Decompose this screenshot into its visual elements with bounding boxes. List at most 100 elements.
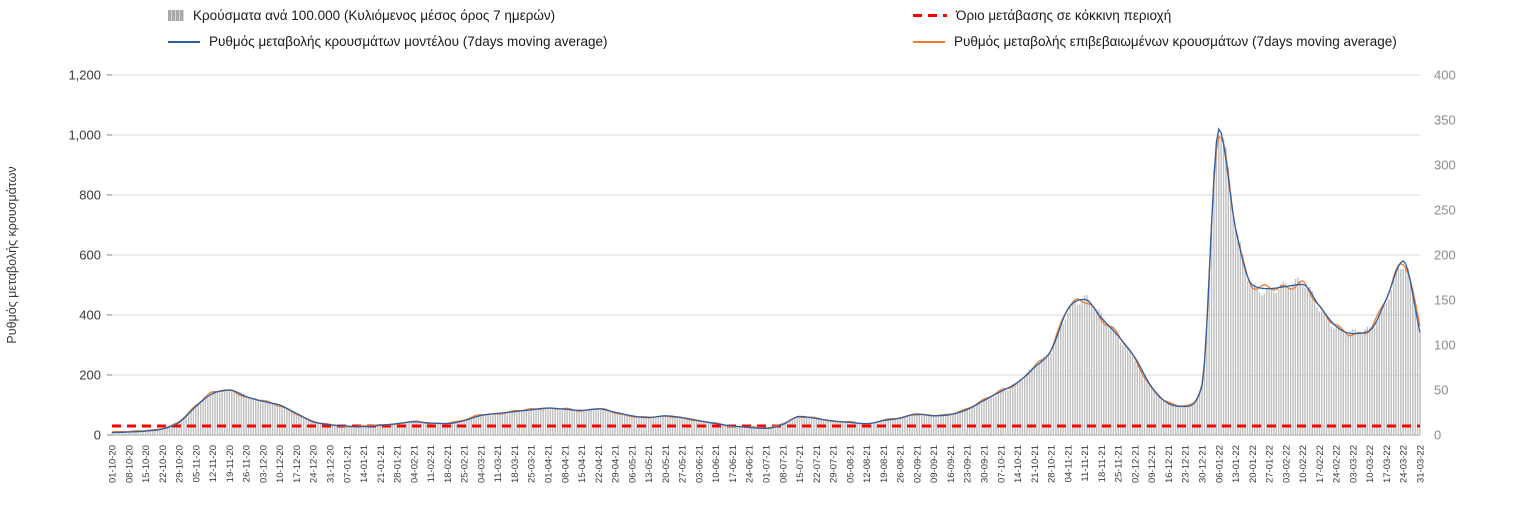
legend-item-confirmed: Ρυθμός μεταβολής επιβεβαιωμένων κρουσμάτ… (913, 34, 1397, 49)
x-tick-label: 04-03-21 (476, 445, 487, 483)
x-tick-label: 18-02-21 (443, 445, 454, 483)
x-tick-label: 18-03-21 (510, 445, 521, 483)
left-axis-labels: 0 200 400 600 800 1,000 1,200 (68, 68, 101, 443)
left-tick-label: 200 (79, 368, 101, 383)
x-tick-label: 30-12-21 (1198, 445, 1209, 483)
x-tick-label: 22-07-21 (812, 445, 823, 483)
x-axis-labels: 01-10-20 08-10-20 15-10-20 22-10-20 29-10-20… (108, 445, 1427, 483)
left-tick-label: 0 (94, 428, 101, 443)
x-tick-label: 11-03-21 (493, 445, 504, 482)
x-tick-label: 31-03-22 (1416, 445, 1427, 483)
x-tick-label: 20-01-22 (1248, 445, 1259, 483)
x-tick-label: 28-10-21 (1047, 445, 1058, 483)
x-tick-label: 13-01-22 (1231, 445, 1242, 483)
x-tick-label: 25-11-21 (1114, 445, 1125, 482)
right-tick-label: 250 (1434, 203, 1456, 218)
x-tick-label: 19-08-21 (879, 445, 890, 483)
legend-item-cases: Κρούσματα ανά 100.000 (Κυλιόμενος μέσος … (168, 8, 555, 23)
right-tick-label: 350 (1434, 113, 1456, 128)
x-tick-label: 25-03-21 (527, 445, 538, 483)
x-tick-label: 03-02-22 (1281, 445, 1292, 483)
x-tick-label: 10-03-22 (1365, 445, 1376, 483)
bar-series-icon (168, 10, 184, 21)
left-tick-label: 1,200 (68, 68, 101, 83)
x-tick-label: 07-10-21 (996, 445, 1007, 483)
x-tick-label: 14-01-21 (359, 445, 370, 483)
x-tick-label: 10-02-22 (1298, 445, 1309, 483)
legend-label-model: Ρυθμός μεταβολής κρουσμάτων μοντέλου (7d… (209, 34, 608, 49)
x-tick-label: 05-11-20 (191, 445, 202, 482)
x-tick-label: 29-10-20 (175, 445, 186, 483)
x-tick-label: 01-07-21 (762, 445, 773, 483)
x-tick-label: 11-11-21 (1080, 445, 1091, 482)
x-tick-label: 03-03-22 (1348, 445, 1359, 483)
legend-label-threshold: Όριο μετάβασης σε κόκκινη περιοχή (956, 8, 1172, 23)
right-tick-label: 200 (1434, 248, 1456, 263)
blue-line-icon (168, 40, 200, 43)
x-tick-label: 27-05-21 (678, 445, 689, 483)
cases-bars-series (111, 134, 1421, 436)
x-tick-label: 18-11-21 (1097, 445, 1108, 482)
x-tick-label: 10-12-20 (275, 445, 286, 483)
x-tick-label: 23-09-21 (963, 445, 974, 483)
x-tick-label: 24-03-22 (1399, 445, 1410, 483)
left-axis-title: Ρυθμός μεταβολής κρουσμάτων (5, 166, 19, 343)
x-tick-label: 20-05-21 (661, 445, 672, 483)
left-tick-label: 400 (79, 308, 101, 323)
left-tick-label: 1,000 (68, 128, 101, 143)
orange-line-icon (913, 40, 945, 43)
x-tick-label: 13-05-21 (644, 445, 655, 483)
x-tick-label: 11-02-21 (426, 445, 437, 482)
x-tick-label: 17-12-20 (292, 445, 303, 483)
x-tick-label: 04-02-21 (409, 445, 420, 483)
left-tick-label: 600 (79, 248, 101, 263)
right-tick-label: 100 (1434, 338, 1456, 353)
x-tick-label: 26-11-20 (242, 445, 253, 482)
legend-item-threshold: Όριο μετάβασης σε κόκκινη περιοχή (913, 8, 1171, 23)
dashed-line-icon (913, 14, 947, 17)
x-tick-label: 17-03-22 (1382, 445, 1393, 483)
x-tick-label: 09-09-21 (929, 445, 940, 483)
x-tick-label: 15-07-21 (795, 445, 806, 483)
x-tick-label: 17-02-22 (1315, 445, 1326, 483)
x-tick-label: 29-07-21 (829, 445, 840, 483)
left-tick-label: 800 (79, 188, 101, 203)
x-tick-label: 05-08-21 (845, 445, 856, 483)
right-tick-label: 0 (1434, 428, 1441, 443)
x-tick-label: 30-09-21 (980, 445, 991, 483)
x-tick-label: 08-07-21 (778, 445, 789, 483)
legend-item-model: Ρυθμός μεταβολής κρουσμάτων μοντέλου (7d… (168, 34, 608, 49)
model-cases-line (111, 127, 1421, 434)
x-tick-label: 08-04-21 (560, 445, 571, 483)
x-tick-label: 06-01-22 (1214, 445, 1225, 483)
x-tick-label: 10-06-21 (711, 445, 722, 483)
x-tick-label: 07-01-21 (342, 445, 353, 483)
x-tick-label: 31-12-20 (326, 445, 337, 483)
x-tick-label: 25-02-21 (460, 445, 471, 483)
legend-label-confirmed: Ρυθμός μεταβολής επιβεβαιωμένων κρουσμάτ… (954, 34, 1397, 49)
x-tick-label: 21-01-21 (376, 445, 387, 483)
right-tick-label: 400 (1434, 68, 1456, 83)
x-tick-label: 22-04-21 (594, 445, 605, 483)
x-tick-label: 12-11-20 (208, 445, 219, 482)
x-tick-label: 01-04-21 (544, 445, 555, 483)
x-tick-label: 03-06-21 (694, 445, 705, 483)
x-tick-label: 06-05-21 (627, 445, 638, 483)
x-tick-label: 17-06-21 (728, 445, 739, 483)
x-tick-label: 22-10-20 (158, 445, 169, 483)
x-tick-label: 26-08-21 (896, 445, 907, 483)
right-tick-label: 150 (1434, 293, 1456, 308)
x-tick-label: 12-08-21 (862, 445, 873, 483)
x-tick-label: 02-09-21 (912, 445, 923, 483)
x-tick-label: 15-04-21 (577, 445, 588, 483)
right-axis-labels: 0 50 100 150 200 250 300 350 400 (1434, 68, 1456, 443)
x-tick-label: 23-12-21 (1181, 445, 1192, 483)
x-tick-label: 16-09-21 (946, 445, 957, 483)
x-tick-label: 24-02-22 (1332, 445, 1343, 483)
gridlines (107, 74, 1420, 436)
x-tick-label: 09-12-21 (1147, 445, 1158, 483)
x-tick-label: 24-12-20 (309, 445, 320, 483)
x-tick-label: 03-12-20 (258, 445, 269, 483)
